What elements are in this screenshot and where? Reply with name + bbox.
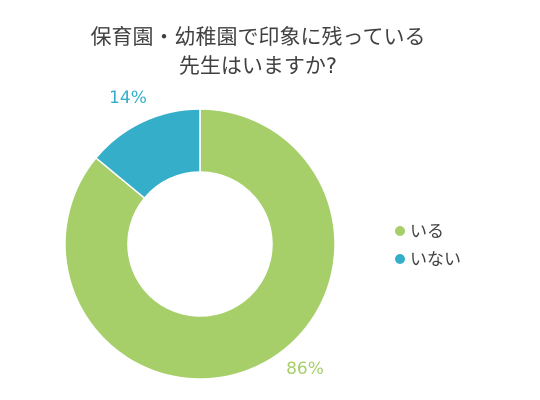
slice-percent-label-1: 86% — [286, 359, 324, 379]
donut-slice-2 — [94, 108, 201, 200]
legend-label-1: いる — [410, 222, 444, 242]
chart-title-line-2: 先生はいますか? — [179, 54, 337, 78]
donut-slices — [64, 108, 336, 380]
legend-label-2: いない — [410, 250, 461, 270]
chart-title-line-1: 保育園・幼稚園で印象に残っている — [91, 25, 426, 49]
legend-marker-2 — [395, 254, 405, 264]
slice-percent-label-2: 14% — [109, 88, 147, 108]
slice-labels: 86% 14% — [109, 88, 324, 379]
donut-slice-1 — [64, 108, 336, 380]
legend-marker-1 — [395, 226, 405, 236]
